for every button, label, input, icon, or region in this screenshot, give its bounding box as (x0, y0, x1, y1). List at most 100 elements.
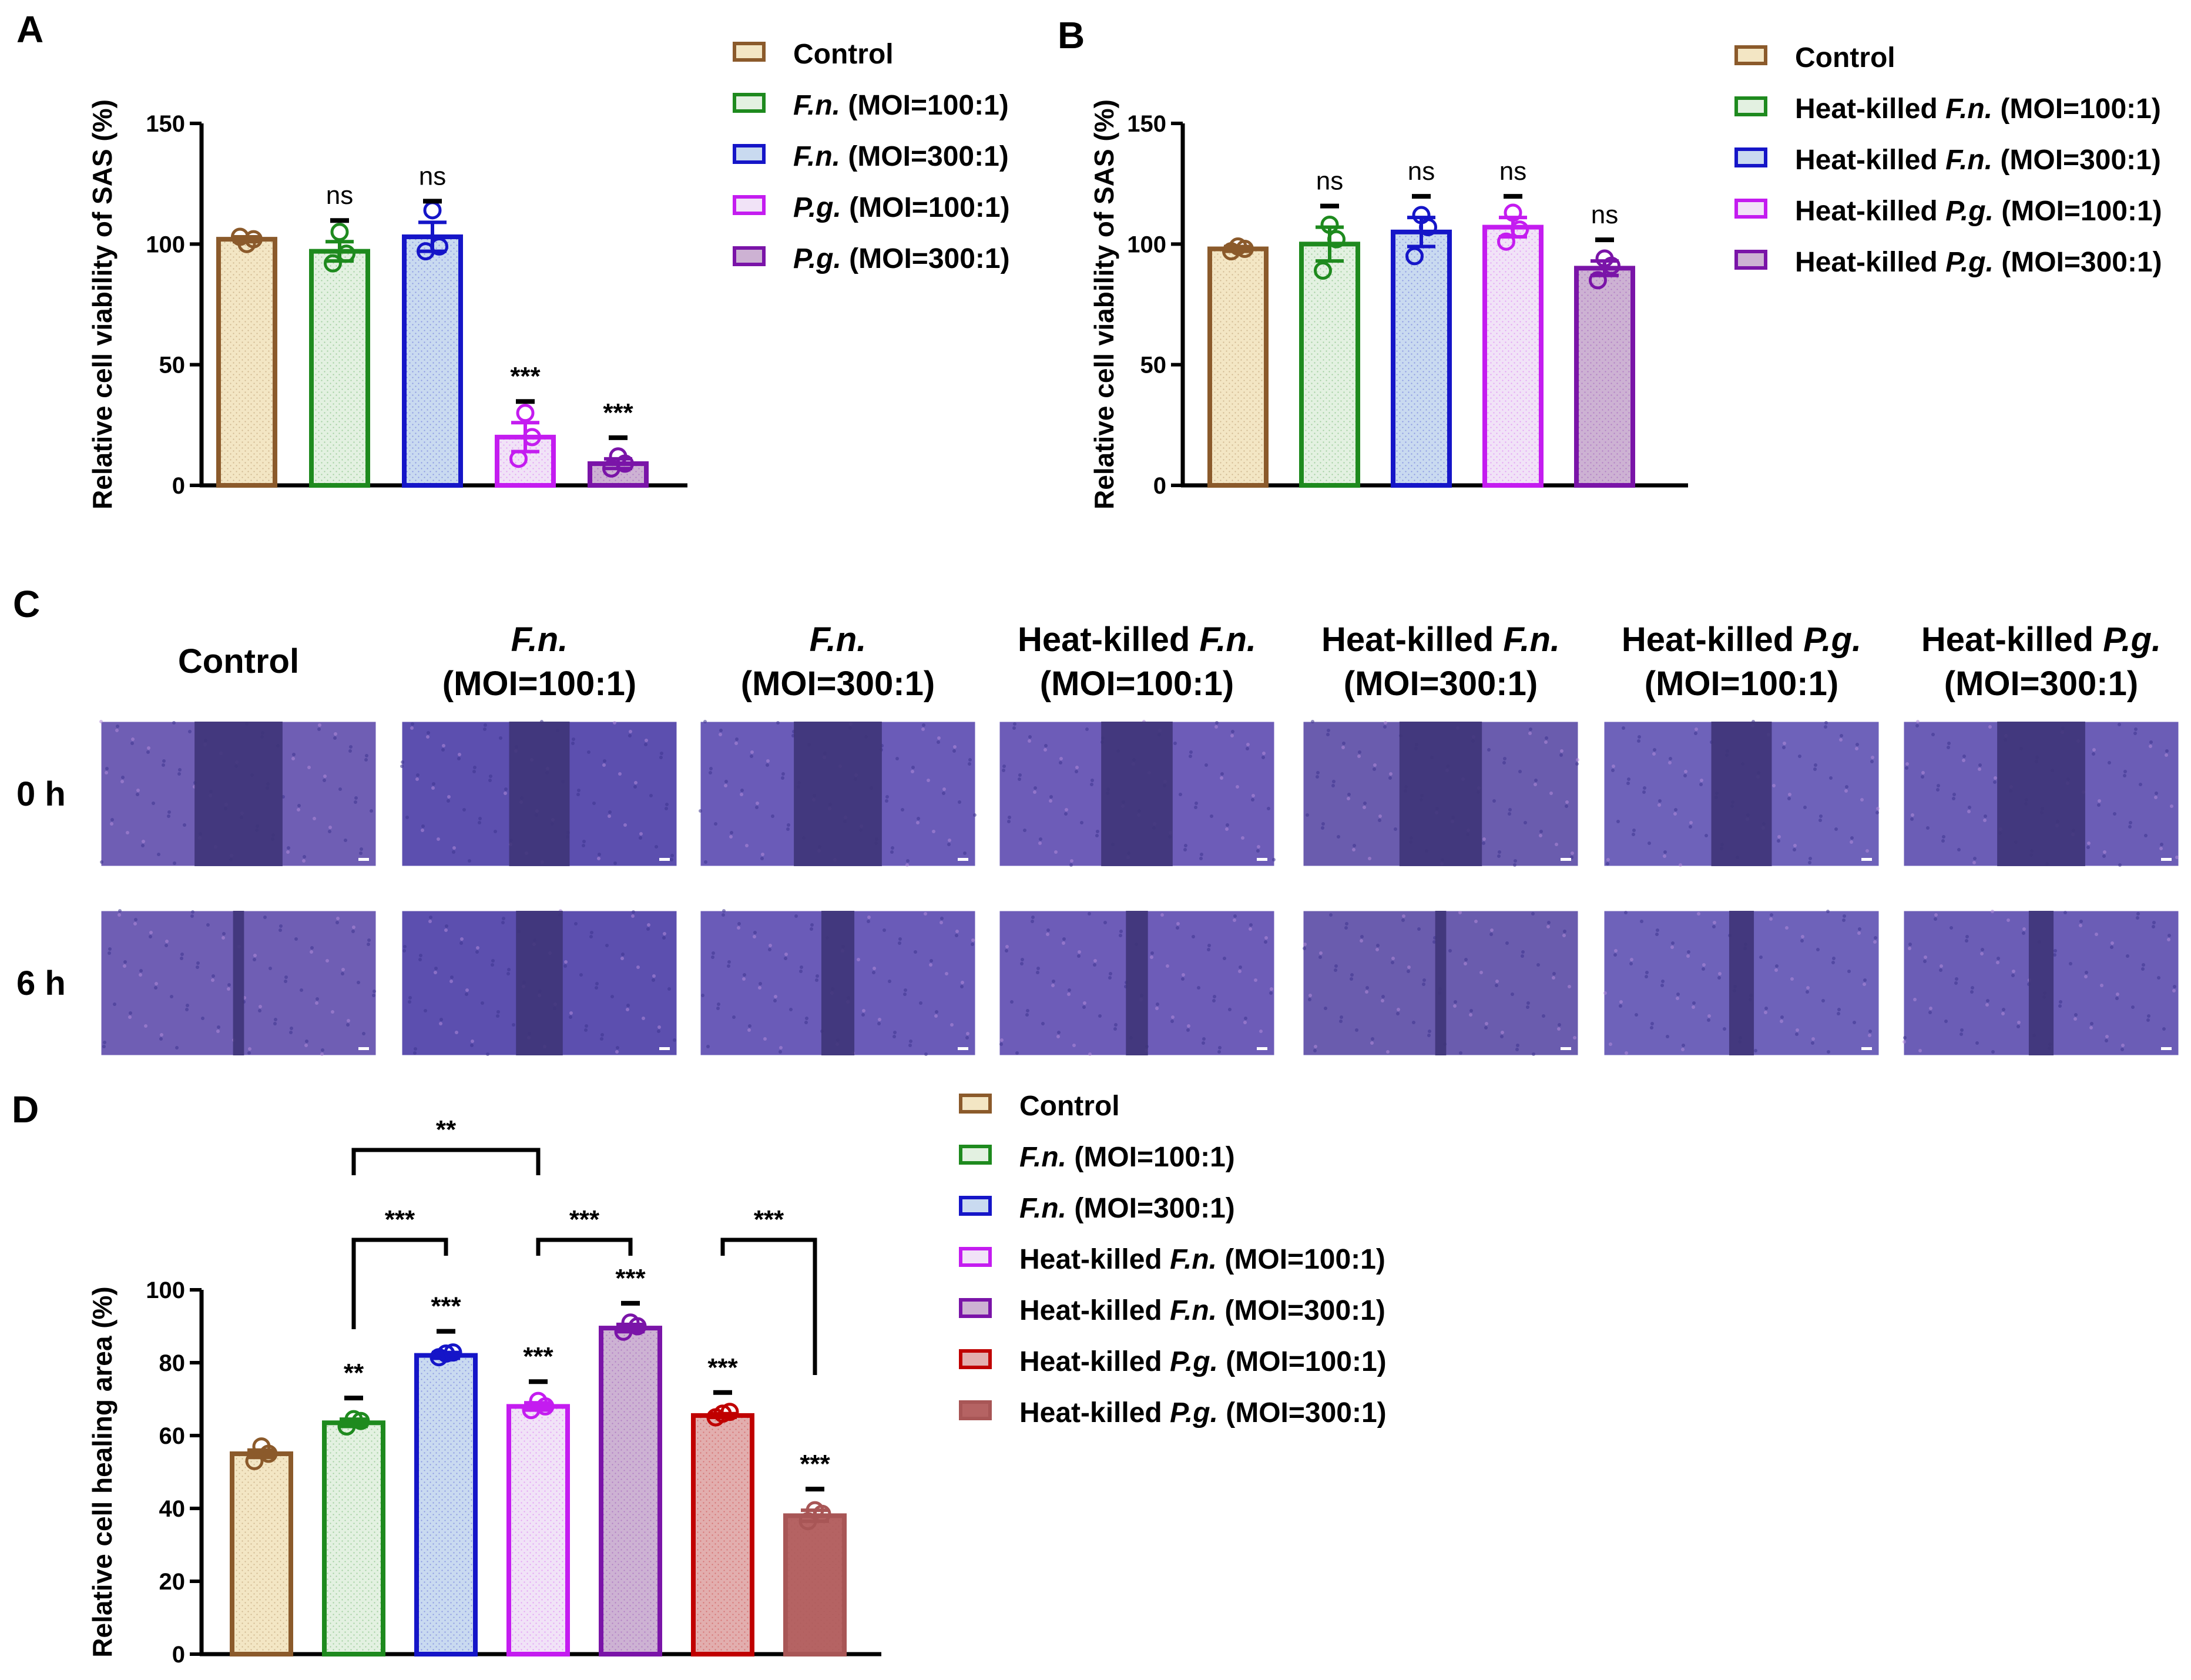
cell-speckle (927, 779, 930, 782)
cell-speckle (159, 1037, 163, 1041)
legend-swatch (1734, 199, 1767, 219)
cell-speckle (1015, 1051, 1019, 1055)
cell-speckle (1000, 1038, 1004, 1042)
column-header: Control (178, 642, 299, 680)
cell-speckle (1363, 802, 1367, 805)
cell-speckle (110, 822, 113, 826)
cell-speckle (162, 763, 165, 767)
scale-bar (1861, 1047, 1872, 1050)
cell-speckle (1934, 913, 1938, 917)
cell-speckle (1632, 833, 1635, 836)
cell-speckle (1536, 963, 1540, 967)
cell-speckle (1214, 725, 1218, 729)
bar (783, 1513, 847, 1656)
significance-label: *** (615, 1264, 646, 1293)
cell-speckle (1005, 949, 1008, 953)
cell-speckle (629, 730, 632, 733)
cell-speckle (734, 742, 738, 745)
cell-speckle (491, 959, 495, 963)
cell-speckle (1524, 821, 1527, 824)
cell-speckle (427, 731, 430, 735)
cell-speckle (1487, 748, 1491, 752)
cell-speckle (781, 776, 784, 780)
cell-speckle (1576, 758, 1579, 762)
cell-speckle (318, 723, 321, 727)
data-point (798, 1512, 817, 1531)
scale-bar (1561, 1047, 1571, 1050)
cell-speckle (968, 758, 972, 762)
legend-label: F.n. (MOI=100:1) (793, 90, 1009, 121)
cell-speckle (481, 1001, 484, 1005)
cell-speckle (1837, 1008, 1841, 1011)
cell-speckle (906, 859, 910, 863)
cell-speckle (1559, 753, 1563, 757)
legend-swatch (959, 1094, 992, 1114)
cell-speckle (491, 963, 494, 967)
y-tick-label: 150 (146, 111, 185, 137)
cell-speckle (1994, 776, 1997, 780)
significance-label: ** (344, 1359, 364, 1387)
cell-speckle (1432, 940, 1436, 944)
cell-speckle (359, 851, 363, 855)
cell-speckle (1692, 1005, 1695, 1009)
bar (216, 237, 277, 488)
cell-speckle (323, 779, 326, 782)
cell-speckle (478, 817, 482, 820)
cell-speckle (1793, 848, 1796, 851)
cell-speckle (1555, 843, 1558, 846)
cell-speckle (1818, 819, 1822, 822)
cell-speckle (1357, 755, 1361, 758)
cell-speckle (1508, 808, 1512, 812)
cell-speckle (1489, 933, 1493, 936)
cell-speckle (304, 1044, 308, 1047)
significance-label: ns (419, 162, 446, 190)
cell-speckle (1479, 971, 1483, 974)
cell-speckle (287, 846, 290, 850)
cell-speckle (1857, 931, 1861, 935)
cell-speckle (1383, 725, 1387, 729)
cell-speckle (1018, 773, 1022, 777)
cell-speckle (1826, 910, 1830, 913)
cell-speckle (144, 1024, 147, 1028)
cell-speckle (2116, 992, 2119, 996)
cell-speckle (113, 1002, 116, 1006)
cell-speckle (2079, 920, 2083, 923)
cell-speckle (1109, 972, 1112, 975)
cell-speckle (102, 1045, 106, 1048)
cell-speckle (885, 795, 889, 799)
cell-speckle (1261, 756, 1265, 759)
cell-speckle (1228, 1008, 1232, 1011)
cell-speckle (1401, 918, 1405, 922)
cell-speckle (1921, 775, 1924, 779)
column-header: (MOI=100:1) (1645, 665, 1838, 703)
cell-speckle (1381, 995, 1385, 998)
cell-speckle (729, 835, 733, 839)
panel-letter-d: D (12, 1088, 39, 1131)
data-point (1405, 247, 1424, 266)
column-header: (MOI=300:1) (1344, 665, 1538, 703)
cell-speckle (1871, 756, 1874, 759)
cell-speckle (1054, 850, 1058, 854)
cell-speckle (1370, 1041, 1374, 1045)
cell-speckle (1981, 948, 1984, 951)
cell-speckle (1078, 950, 1081, 954)
cell-speckle (1052, 980, 1055, 983)
significance-label: *** (523, 1342, 553, 1371)
cell-speckle (1957, 848, 1961, 851)
cell-speckle (1065, 808, 1068, 812)
row-label: 0 h (16, 775, 66, 813)
cell-speckle (571, 742, 575, 745)
cell-speckle (1113, 1027, 1117, 1031)
column-header: Heat-killed P.g. (1622, 621, 1861, 659)
cell-speckle (1965, 935, 1969, 938)
cell-speckle (1482, 841, 1485, 845)
cell-speckle (1422, 982, 1425, 986)
cell-speckle (1402, 914, 1405, 918)
legend-swatch (733, 195, 766, 215)
cell-speckle (769, 944, 772, 947)
cell-speckle (1983, 819, 1987, 822)
cell-speckle (1656, 928, 1659, 932)
cell-speckle (1616, 820, 1620, 823)
cell-speckle (103, 1041, 106, 1044)
cell-speckle (616, 1046, 619, 1049)
